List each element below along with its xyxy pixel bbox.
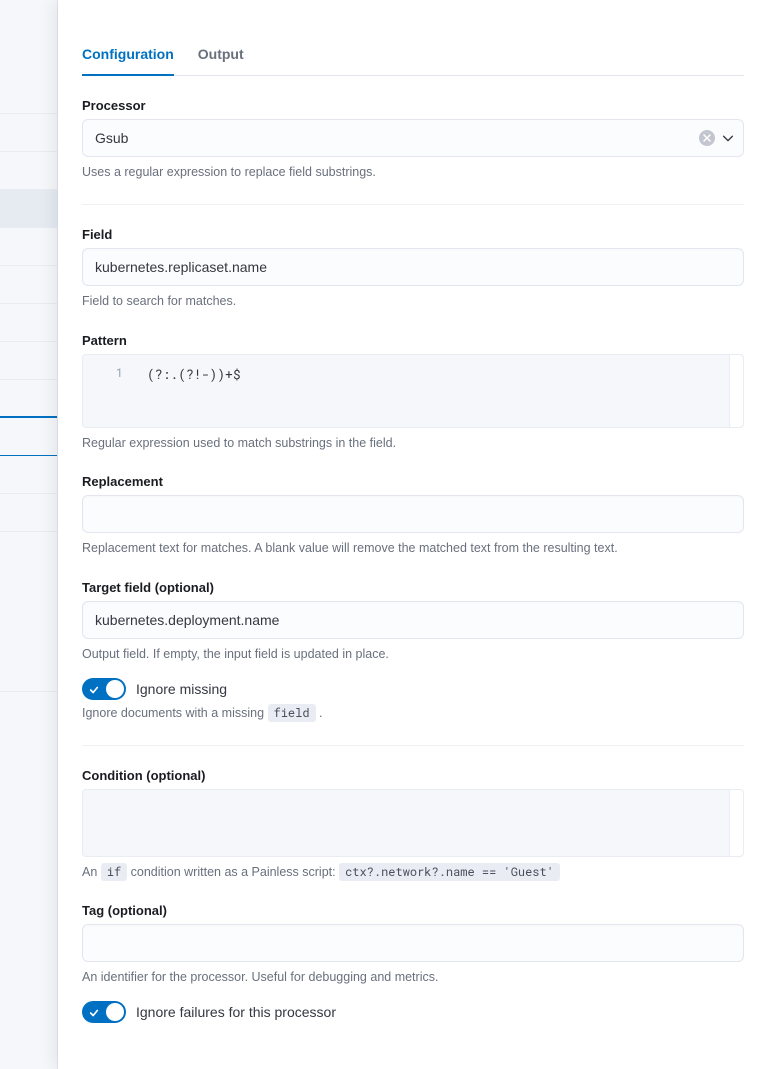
- condition-help: An if condition written as a Painless sc…: [82, 863, 744, 882]
- if-code-chip: if: [101, 863, 127, 881]
- field-label: Field: [82, 227, 744, 242]
- replacement-input[interactable]: [82, 495, 744, 533]
- toggle-knob: [106, 1003, 124, 1021]
- condition-label: Condition (optional): [82, 768, 744, 783]
- check-icon: [89, 1005, 99, 1021]
- check-icon: [89, 682, 99, 698]
- target-input[interactable]: [82, 601, 744, 639]
- code-scroll-edge: [729, 790, 743, 856]
- chevron-down-icon[interactable]: [721, 131, 735, 145]
- example-code-chip: ctx?.network?.name == 'Guest': [339, 863, 560, 881]
- condition-code[interactable]: [135, 790, 729, 856]
- ignore-missing-label: Ignore missing: [136, 681, 227, 697]
- tabs: Configuration Output: [82, 36, 744, 76]
- processor-section: Processor Gsub Uses a regular expression…: [82, 98, 744, 182]
- ignore-missing-help: Ignore documents with a missing field .: [82, 704, 744, 723]
- processor-value: Gsub: [95, 130, 699, 146]
- ignore-missing-help-suffix: .: [316, 706, 323, 720]
- target-help: Output field. If empty, the input field …: [82, 645, 744, 664]
- condition-section: Condition (optional) An if condition wri…: [82, 768, 744, 882]
- tag-input[interactable]: [82, 924, 744, 962]
- processor-help: Uses a regular expression to replace fie…: [82, 163, 744, 182]
- condition-code-editor[interactable]: [82, 789, 744, 857]
- condition-help-mid: condition written as a Painless script:: [127, 865, 339, 879]
- processor-config-panel: Configuration Output Processor Gsub Uses…: [58, 0, 768, 1069]
- tag-section: Tag (optional) An identifier for the pro…: [82, 903, 744, 987]
- tag-label: Tag (optional): [82, 903, 744, 918]
- ignore-missing-toggle[interactable]: [82, 678, 126, 700]
- field-input[interactable]: [82, 248, 744, 286]
- tab-configuration[interactable]: Configuration: [82, 36, 174, 76]
- ignore-failures-label: Ignore failures for this processor: [136, 1004, 336, 1020]
- replacement-label: Replacement: [82, 474, 744, 489]
- field-help: Field to search for matches.: [82, 292, 744, 311]
- divider: [82, 204, 744, 205]
- code-gutter: [83, 790, 135, 856]
- code-gutter: 1: [83, 355, 135, 427]
- ignore-missing-help-prefix: Ignore documents with a missing: [82, 706, 268, 720]
- background-sidebar: [0, 0, 58, 1069]
- processor-label: Processor: [82, 98, 744, 113]
- pattern-label: Pattern: [82, 333, 744, 348]
- ignore-missing-row: Ignore missing: [82, 678, 744, 700]
- processor-combobox[interactable]: Gsub: [82, 119, 744, 157]
- code-scroll-edge: [729, 355, 743, 427]
- replacement-section: Replacement Replacement text for matches…: [82, 474, 744, 558]
- field-code-chip: field: [268, 704, 316, 722]
- tag-help: An identifier for the processor. Useful …: [82, 968, 744, 987]
- pattern-help: Regular expression used to match substri…: [82, 434, 744, 453]
- pattern-code-editor[interactable]: 1 (?:.(?!-))+$: [82, 354, 744, 428]
- field-section: Field Field to search for matches.: [82, 227, 744, 311]
- ignore-failures-toggle[interactable]: [82, 1001, 126, 1023]
- divider: [82, 745, 744, 746]
- pattern-section: Pattern 1 (?:.(?!-))+$ Regular expressio…: [82, 333, 744, 453]
- target-section: Target field (optional) Output field. If…: [82, 580, 744, 664]
- condition-help-prefix: An: [82, 865, 101, 879]
- toggle-knob: [106, 680, 124, 698]
- replacement-help: Replacement text for matches. A blank va…: [82, 539, 744, 558]
- ignore-failures-row: Ignore failures for this processor: [82, 1001, 744, 1023]
- tab-output[interactable]: Output: [198, 36, 244, 76]
- target-label: Target field (optional): [82, 580, 744, 595]
- clear-icon[interactable]: [699, 130, 715, 146]
- pattern-code[interactable]: (?:.(?!-))+$: [135, 355, 729, 427]
